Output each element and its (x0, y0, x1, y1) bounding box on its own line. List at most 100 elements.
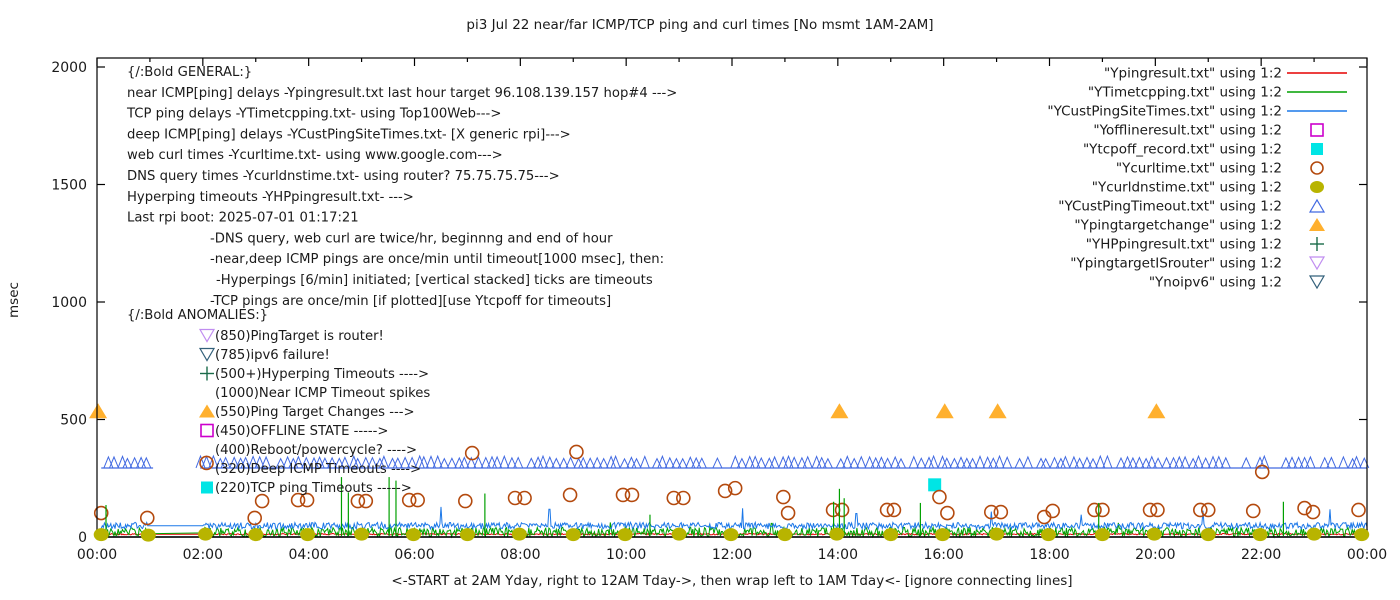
legend-label: "Ytcpoff_record.txt" using 1:2 (1083, 142, 1282, 158)
data-point-Ycurltime.txt (507, 490, 523, 506)
legend-label: "YCustPingSiteTimes.txt" using 1:2 (1047, 104, 1282, 120)
x-tick-label: 18:00 (1029, 547, 1069, 563)
general-note-line: TCP ping delays -YTimetcpping.txt- using… (126, 107, 501, 122)
general-note-line: deep ICMP[ping] delays -YCustPingSiteTim… (127, 127, 571, 142)
legend-item-5: "Ycurltime.txt" using 1:2 (1116, 161, 1324, 177)
legend-item-10: "YpingtargetISrouter" using 1:2 (1070, 256, 1326, 272)
data-point-Ycurldnstime.txt (1354, 528, 1370, 542)
chart-legend: "Ypingresult.txt" using 1:2 "YTimetcpping… (1047, 66, 1347, 291)
anomaly-note-line: (320)Deep ICMP Timeouts ----> (215, 462, 421, 477)
data-point-Ycurltime.txt (401, 492, 417, 508)
data-point-Ycurltime.txt (1095, 502, 1110, 518)
data-point-Ycurltime.txt (457, 493, 473, 509)
legend-label: "Ynoipv6" using 1:2 (1149, 275, 1282, 291)
series-YCustPingTimeout.txt (101, 454, 1370, 469)
anomaly-note-line: (500+)Hyperping Timeouts ----> (215, 367, 429, 382)
data-point-Ycurltime.txt (350, 493, 366, 509)
legend-label: "Ypingresult.txt" using 1:2 (1104, 66, 1282, 82)
data-point-Ycurldnstime.txt (883, 528, 899, 542)
legend-item-9: "YHPpingresult.txt" using 1:2 (1086, 237, 1324, 253)
data-point-Ycurldnstime.txt (459, 528, 475, 542)
data-point-Ycurltime.txt (624, 487, 640, 503)
series-YHPpingresult.txt (105, 477, 1284, 536)
data-point-Ycurltime.txt (254, 493, 270, 509)
data-point-Ypingtargetchange (935, 403, 954, 419)
legend-label: "Ycurltime.txt" using 1:2 (1116, 161, 1282, 177)
data-point-Ypingtargetchange (830, 403, 849, 419)
legend-label: "Yofflineresult.txt" using 1:2 (1093, 123, 1282, 139)
legend-item-0: "Ypingresult.txt" using 1:2 (1104, 66, 1347, 82)
data-point-Ycurltime.txt (780, 505, 796, 521)
legend-item-8: "Ypingtargetchange" using 1:2 (1074, 218, 1325, 234)
x-tick-label: 06:00 (394, 547, 434, 563)
legend-label: "Ycurldnstime.txt" using 1:2 (1092, 180, 1282, 196)
anomalies-heading: {/:Bold ANOMALIES:} (127, 308, 268, 323)
data-point-Ypingtargetchange (988, 403, 1007, 419)
data-point-Ycurltime.txt (886, 502, 902, 518)
data-point-Ycurldnstime.txt (354, 527, 370, 541)
data-point-Ycurltime.txt (93, 505, 109, 521)
x-tick-label: 20:00 (1135, 547, 1175, 563)
general-note-line: -near,deep ICMP pings are once/min until… (210, 252, 664, 267)
data-point-Ycurltime.txt (1150, 502, 1165, 518)
anomaly-marker-1 (198, 347, 216, 362)
data-point-Ycurltime.txt (290, 492, 306, 508)
data-point-Ycurldnstime.txt (617, 528, 633, 542)
data-point-Ycurltime.txt (1305, 504, 1321, 520)
data-point-Ycurltime.txt (139, 510, 155, 526)
data-point-Ycurltime.txt (993, 504, 1009, 520)
x-tick-label: 00:00 (77, 547, 117, 563)
data-point-Ycurltime.txt (666, 490, 682, 506)
legend-label: "Ypingtargetchange" using 1:2 (1074, 218, 1282, 234)
general-note-line: {/:Bold GENERAL:} (127, 65, 252, 80)
x-tick-label: 04:00 (288, 547, 328, 563)
data-point-Ycurldnstime.txt (989, 527, 1005, 541)
legend-item-11: "Ynoipv6" using 1:2 (1149, 275, 1326, 291)
data-point-Ycurldnstime.txt (723, 528, 739, 542)
data-point-Ycurltime.txt (983, 504, 999, 520)
data-point-Ycurltime.txt (1045, 503, 1060, 519)
data-point-Ycurldnstime.txt (405, 528, 421, 542)
anomaly-marker-8 (201, 481, 213, 494)
data-point-Ycurldnstime.txt (1200, 528, 1216, 542)
data-point-Ycurldnstime.txt (197, 527, 213, 541)
data-point-Ycurltime.txt (1193, 502, 1208, 518)
legend-item-1: "YTimetcpping.txt" using 1:2 (1088, 85, 1347, 101)
data-point-Ycurldnstime.txt (1146, 527, 1162, 541)
general-note-line: DNS query times -Ycurldnstime.txt- using… (127, 169, 560, 184)
legend-marker-plus (1310, 237, 1324, 251)
y-tick-label: 0 (78, 530, 87, 546)
data-point-Ypingtargetchange (89, 403, 108, 419)
legend-item-2: "YCustPingSiteTimes.txt" using 1:2 (1047, 104, 1347, 120)
x-tick-label: 22:00 (1241, 547, 1281, 563)
general-note-line: web curl times -Ycurltime.txt- using www… (127, 148, 503, 163)
data-point-Ycurltime.txt (299, 492, 315, 508)
legend-item-6: "Ycurldnstime.txt" using 1:2 (1092, 180, 1324, 196)
legend-label: "YpingtargetISrouter" using 1:2 (1070, 256, 1282, 272)
legend-item-7: "YCustPingTimeout.txt" using 1:2 (1058, 199, 1326, 215)
data-point-Ycurltime.txt (358, 493, 374, 509)
general-note-line: -Hyperpings [6/min] initiated; [vertical… (216, 273, 653, 288)
series-Ytcpoff_record.txt (928, 478, 942, 492)
x-tick-label: 00:00 (1347, 547, 1387, 563)
series-YCustPingSiteTimes.txt (100, 506, 1368, 531)
data-point-Ycurltime.txt (615, 487, 631, 503)
data-point-Ycurltime.txt (1245, 503, 1261, 519)
data-point-Ycurldnstime.txt (1094, 528, 1110, 542)
y-tick-label: 1500 (51, 178, 87, 194)
general-note-line: Hyperping timeouts -YHPpingresult.txt- -… (127, 190, 414, 205)
anomaly-note-line: (850)PingTarget is router! (215, 329, 384, 344)
legend-item-4: "Ytcpoff_record.txt" using 1:2 (1083, 142, 1323, 158)
legend-marker-filled-circle (1310, 181, 1324, 193)
data-point-Ycurltime.txt (1200, 502, 1216, 518)
data-point-Ycurldnstime.txt (93, 528, 109, 542)
x-tick-label: 14:00 (818, 547, 858, 563)
data-point-Ycurltime.txt (569, 444, 584, 460)
general-note-line: near ICMP[ping] delays -Ypingresult.txt … (127, 86, 677, 101)
data-point-Ycurltime.txt (562, 487, 578, 503)
data-point-Ycurltime.txt (517, 490, 532, 506)
general-note-line: Last rpi boot: 2025-07-01 01:17:21 (127, 211, 359, 226)
legend-marker-open-triangle-down (1308, 256, 1326, 271)
data-point-Ycurltime.txt (932, 489, 947, 505)
